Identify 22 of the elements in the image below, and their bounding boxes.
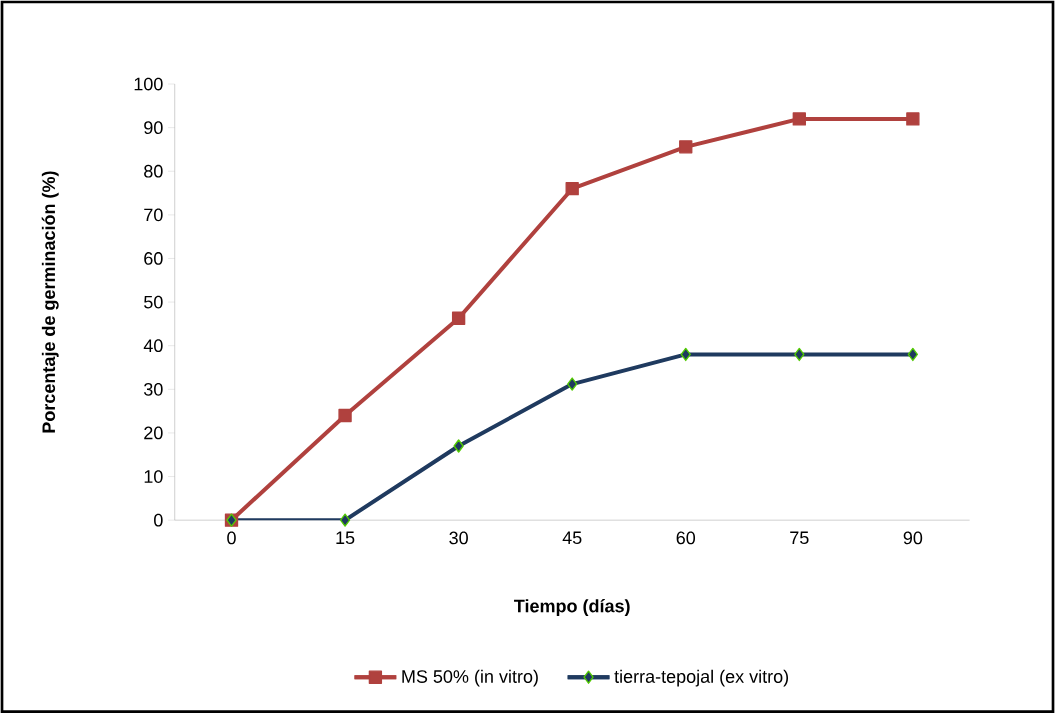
x-tick-label: 90 xyxy=(903,531,923,545)
legend-label: tierra-tepojal (ex vitro) xyxy=(614,669,789,687)
x-tick-label: 45 xyxy=(562,531,582,545)
x-tick-label: 15 xyxy=(336,531,355,545)
x-tick-label: 0 xyxy=(227,531,236,545)
y-tick-label: 70 xyxy=(144,208,163,222)
x-tick-label: 75 xyxy=(790,531,809,545)
y-tick-label: 90 xyxy=(144,121,163,135)
y-tick-label: 80 xyxy=(144,165,163,178)
y-tick-label: 100 xyxy=(134,77,163,91)
legend-label: MS 50% (in vitro) xyxy=(402,669,538,687)
y-tick-label: 50 xyxy=(144,295,163,309)
y-tick-label: 20 xyxy=(144,426,163,440)
x-tick-label: 60 xyxy=(676,531,696,545)
y-axis-title: Porcentaje de germinación (%) xyxy=(41,171,59,433)
y-tick-label: 40 xyxy=(143,339,163,353)
y-tick-label: 0 xyxy=(154,514,163,527)
y-tick-label: 30 xyxy=(144,383,163,396)
y-tick-label: 60 xyxy=(144,252,163,266)
y-tick-label: 10 xyxy=(144,470,163,484)
x-tick-label: 30 xyxy=(449,531,468,545)
x-axis-title: Tiempo (días) xyxy=(514,599,630,617)
